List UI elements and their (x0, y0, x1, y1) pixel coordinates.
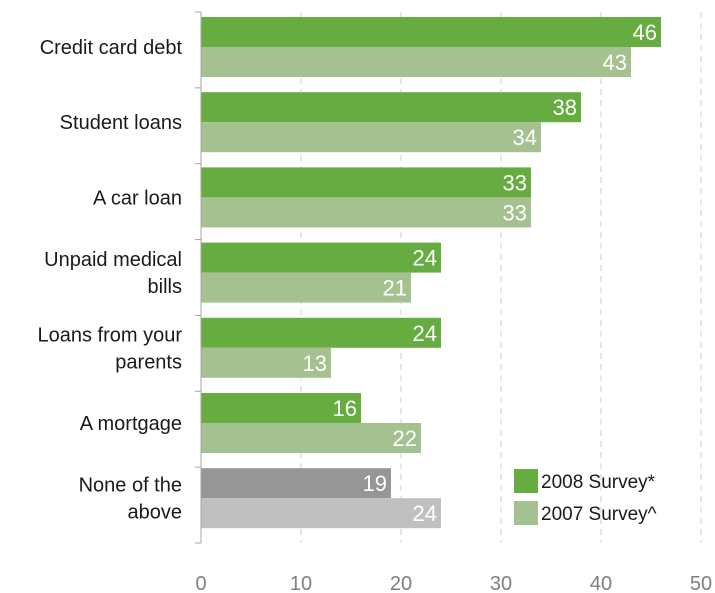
bar-2007 (201, 347, 331, 378)
bar-2008 (201, 17, 661, 47)
category-label: Student loans (60, 112, 182, 134)
data-label: 24 (413, 246, 437, 271)
data-label: 19 (363, 471, 387, 496)
category-label: Loans from your (37, 324, 182, 346)
x-tick-label: 40 (590, 573, 612, 593)
category-label: Credit card debt (40, 37, 183, 59)
bar-2008 (201, 393, 361, 423)
data-label: 33 (503, 200, 527, 225)
category-label: above (128, 502, 183, 524)
data-label: 24 (413, 321, 437, 346)
data-label: 22 (393, 426, 417, 451)
category-label: Unpaid medical (44, 249, 182, 271)
data-label: 43 (603, 50, 627, 75)
bar-2008 (201, 92, 581, 123)
data-label: 16 (333, 396, 357, 421)
legend-label-2008: 2008 Survey* (541, 472, 656, 493)
data-label: 24 (413, 501, 437, 526)
bar-2008 (201, 167, 531, 198)
legend-label-2007: 2007 Survey^ (541, 504, 657, 525)
bar-2007 (201, 122, 541, 153)
bar-2007 (201, 498, 441, 529)
bar-2007 (201, 423, 421, 453)
data-label: 38 (553, 95, 577, 120)
legend-swatch-2008 (514, 469, 538, 493)
bar-2007 (201, 47, 631, 77)
legend: 2008 Survey* 2007 Survey^ (514, 469, 657, 525)
category-label: None of the (79, 475, 182, 497)
category-label: A car loan (93, 187, 182, 209)
bar-2008 (201, 242, 441, 273)
x-tick-label: 10 (290, 573, 312, 593)
category-labels: Credit card debt Student loans A car loan U… (37, 37, 182, 524)
data-label: 33 (503, 170, 527, 195)
bar-2007 (201, 197, 531, 228)
bar-2007 (201, 272, 411, 303)
category-label: parents (115, 351, 182, 373)
legend-swatch-2007 (514, 501, 538, 525)
x-tick-label: 50 (690, 573, 712, 593)
axis (195, 11, 202, 544)
x-tick-label: 20 (390, 573, 412, 593)
x-tick-labels: 0 10 20 30 40 50 (195, 573, 712, 593)
x-tick-label: 0 (195, 573, 206, 593)
data-label: 46 (633, 20, 657, 45)
bar-2008 (201, 317, 441, 348)
data-label: 13 (303, 351, 327, 376)
category-label: A mortgage (80, 413, 182, 435)
category-label: bills (148, 276, 182, 298)
data-label: 34 (513, 125, 537, 150)
data-label: 21 (383, 276, 407, 301)
x-tick-label: 30 (490, 573, 512, 593)
bar-2008 (201, 468, 391, 499)
